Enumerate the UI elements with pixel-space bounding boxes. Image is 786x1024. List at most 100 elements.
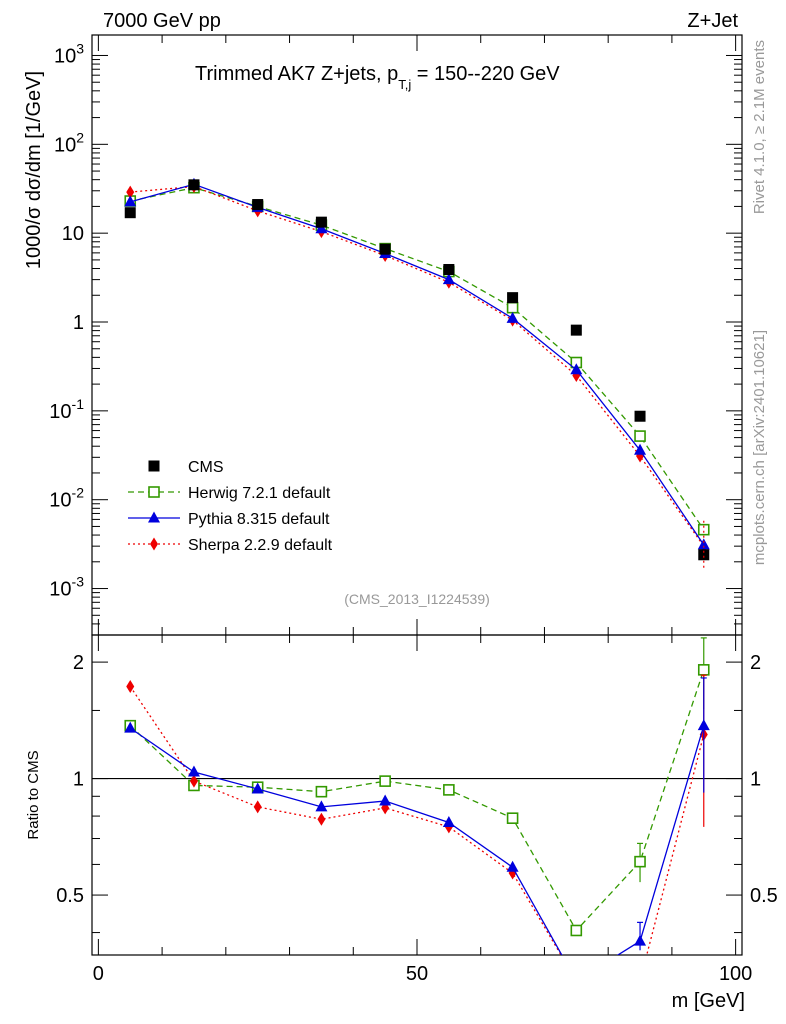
main-y-tick-base: 10 xyxy=(49,579,71,601)
ratio-line-sherpa xyxy=(129,686,705,955)
x-tick-label: 0 xyxy=(93,963,104,985)
main-point-cms xyxy=(124,207,136,219)
main-point-pythia xyxy=(442,273,455,285)
main-y-tick-exponent: -1 xyxy=(72,396,85,412)
main-y-tick-label: 10-3 xyxy=(49,574,84,601)
ratio-point-herwig xyxy=(379,775,391,787)
main-y-tick-label: 10-1 xyxy=(49,396,84,423)
main-line-sherpa xyxy=(130,185,705,547)
main-point-pythia xyxy=(124,195,137,207)
main-series-herwig xyxy=(124,181,710,536)
ratio-axes: 0.5 0.5 1 1 2 2 0 50 100 xyxy=(56,635,778,985)
ratio-point-pythia xyxy=(187,765,200,777)
main-point-herwig xyxy=(506,301,519,314)
legend-label-herwig: Herwig 7.2.1 default xyxy=(188,485,331,502)
main-line-pythia xyxy=(130,183,705,546)
ratio-point-herwig xyxy=(506,812,519,824)
ratio-point-pythia xyxy=(379,794,392,806)
ratio-line-herwig xyxy=(129,669,705,932)
legend: CMS Herwig 7.2.1 default Pythia 8.315 defa… xyxy=(128,459,333,554)
ratio-point-pythia xyxy=(697,719,710,731)
ratio-point-pythia xyxy=(442,816,455,828)
main-point-cms xyxy=(698,549,710,561)
legend-label-cms: CMS xyxy=(188,459,224,476)
main-y-tick-label: 1 xyxy=(73,312,84,334)
main-point-pythia xyxy=(634,443,647,455)
main-y-tick-exponent: 3 xyxy=(76,40,84,56)
ratio-series-pythia xyxy=(124,677,710,985)
ratio-point-sherpa xyxy=(317,812,326,826)
main-point-cms xyxy=(443,263,455,275)
ratio-point-herwig xyxy=(570,924,583,937)
ratio-y-tick-label-right: 1 xyxy=(750,769,761,791)
main-series xyxy=(124,177,710,571)
main-y-tick-exponent: -3 xyxy=(72,574,85,590)
main-y-tick-base: 10 xyxy=(49,401,71,423)
ratio-point-pythia xyxy=(124,721,137,733)
legend-label-pythia: Pythia 8.315 default xyxy=(188,511,330,528)
ratio-point-sherpa xyxy=(572,974,580,987)
main-line-herwig xyxy=(130,187,705,531)
ratio-point-sherpa xyxy=(253,800,262,814)
main-point-pythia xyxy=(570,363,583,375)
legend-item-pythia: Pythia 8.315 default xyxy=(128,511,330,528)
main-y-axis-label: 1000/σ dσ/dm [1/GeV] xyxy=(23,71,45,269)
legend-marker-sherpa xyxy=(150,537,158,551)
main-y-tick-base: 10 xyxy=(54,45,76,67)
main-point-cms xyxy=(634,410,646,422)
legend-marker-herwig xyxy=(148,486,160,498)
main-point-herwig xyxy=(697,523,710,536)
mcplots-label: mcplots.cern.ch [arXiv:2401.10621] xyxy=(751,330,768,565)
ratio-y-tick-label: 0.5 xyxy=(56,885,84,907)
legend-item-herwig: Herwig 7.2.1 default xyxy=(128,485,331,502)
legend-item-sherpa: Sherpa 2.2.9 default xyxy=(128,537,333,554)
ratio-y-tick-label-right: 0.5 xyxy=(750,885,778,907)
ratio-y-tick-label: 2 xyxy=(73,652,84,674)
ratio-point-pythia xyxy=(506,860,519,872)
main-point-herwig xyxy=(634,430,646,442)
main-y-tick-label: 103 xyxy=(54,40,84,67)
header-energy: 7000 GeV pp xyxy=(103,10,221,32)
main-y-tick-base: 10 xyxy=(54,134,76,156)
ratio-y-axis-label: Ratio to CMS xyxy=(25,750,42,839)
main-series-cms xyxy=(124,179,710,561)
main-point-pythia xyxy=(506,311,519,323)
main-point-cms xyxy=(188,179,200,191)
ratio-point-herwig xyxy=(315,785,328,798)
ratio-point-sherpa xyxy=(189,774,198,788)
ratio-y-tick-label-right: 2 xyxy=(750,652,761,674)
x-tick-label: 50 xyxy=(406,963,428,985)
main-y-tick-label: 10 xyxy=(62,223,84,245)
ratio-panel-frame xyxy=(91,634,743,956)
main-y-tick-label: 10-2 xyxy=(49,485,84,512)
ratio-point-herwig xyxy=(634,855,646,868)
ratio-point-pythia xyxy=(570,974,582,985)
ratio-series-herwig xyxy=(124,637,710,937)
legend-marker-pythia xyxy=(148,511,160,523)
ratio-point-pythia xyxy=(315,800,328,812)
main-title-subscript: T,j xyxy=(398,77,411,92)
ratio-point-sherpa xyxy=(126,679,135,693)
main-y-tick-exponent: -2 xyxy=(72,485,85,501)
main-title: Trimmed AK7 Z+jets, pT,j = 150--220 GeV xyxy=(195,63,560,92)
main-point-sherpa xyxy=(126,185,135,199)
ratio-line-pythia xyxy=(129,725,705,955)
main-title-tail: = 150--220 GeV xyxy=(411,63,560,85)
header-process: Z+Jet xyxy=(687,10,738,32)
ratio-y-tick-label: 1 xyxy=(73,769,84,791)
main-point-cms xyxy=(315,216,327,228)
main-y-tick-label: 102 xyxy=(54,129,84,156)
ratio-point-herwig xyxy=(443,784,455,796)
main-point-cms xyxy=(252,199,264,211)
main-point-cms xyxy=(507,292,519,304)
main-point-cms xyxy=(379,243,391,255)
rivet-label: Rivet 4.1.0, ≥ 2.1M events xyxy=(751,40,768,214)
x-tick-label: 100 xyxy=(719,963,752,985)
main-y-tick-exponent: 2 xyxy=(76,129,84,145)
main-point-pythia xyxy=(315,222,328,234)
ratio-point-pythia xyxy=(251,782,264,794)
main-point-cms xyxy=(570,324,582,336)
main-point-pythia xyxy=(697,538,710,550)
